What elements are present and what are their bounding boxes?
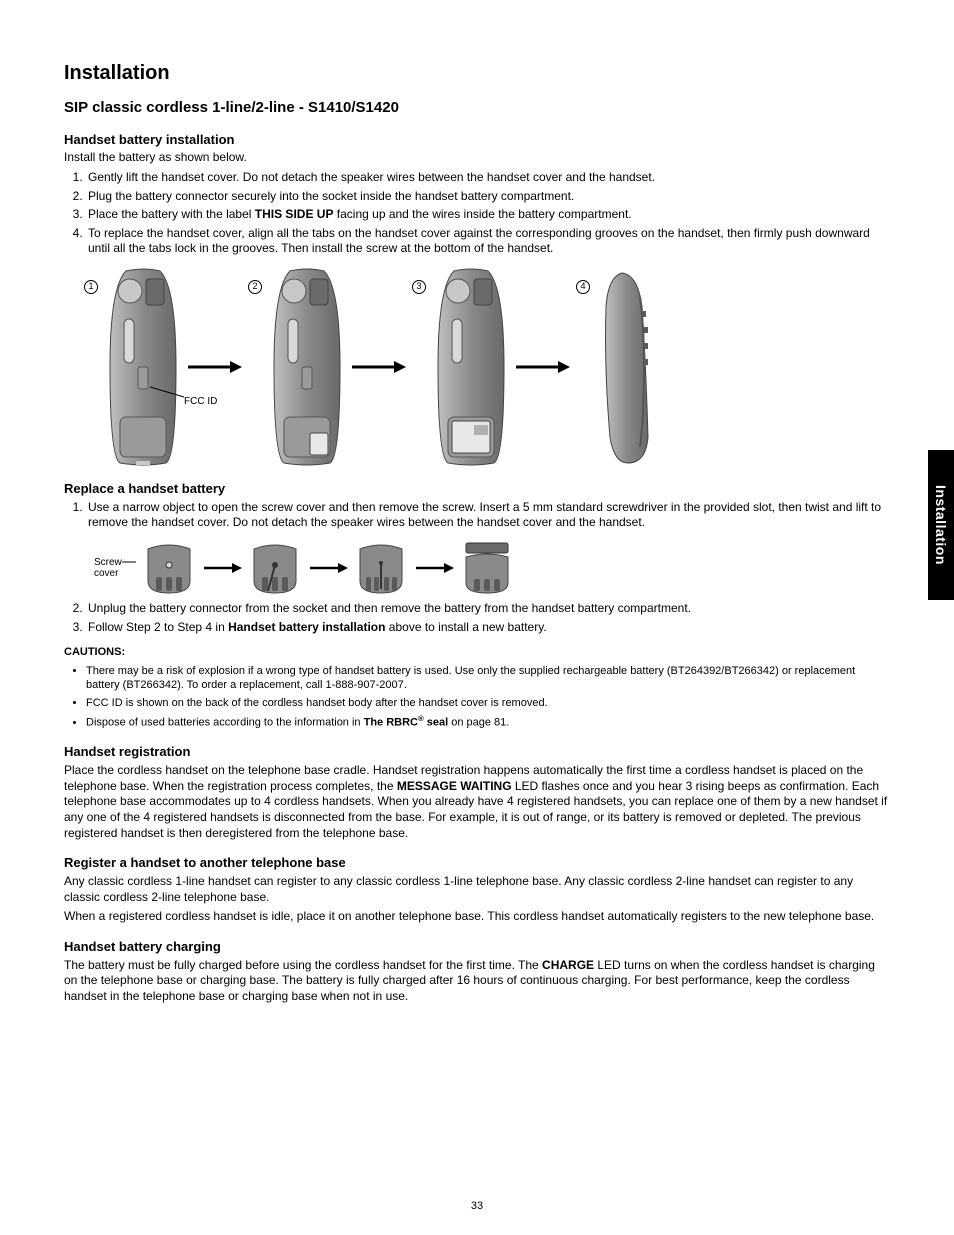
handset-diagram	[434, 267, 508, 467]
subtitle: SIP classic cordless 1-line/2-line - S14…	[64, 98, 890, 118]
step-badge: 3	[412, 280, 426, 294]
list-item: FCC ID is shown on the back of the cordl…	[86, 696, 890, 710]
body-text: When a registered cordless handset is id…	[64, 909, 890, 925]
arrow-icon	[308, 562, 348, 574]
list-item: Plug the battery connector securely into…	[86, 189, 890, 205]
heading-register-other: Register a handset to another telephone …	[64, 855, 890, 872]
heading-registration: Handset registration	[64, 744, 890, 761]
replace-steps-part1: Use a narrow object to open the screw co…	[64, 500, 890, 531]
bold-text: CHARGE	[542, 958, 594, 972]
arrow-icon	[350, 359, 406, 375]
cautions-list: There may be a risk of explosion if a wr…	[64, 664, 890, 731]
arrow-icon	[202, 562, 242, 574]
page-title: Installation	[64, 60, 890, 86]
battery-install-steps: Gently lift the handset cover. Do not de…	[64, 170, 890, 257]
list-item: There may be a risk of explosion if a wr…	[86, 664, 890, 693]
intro-text: Install the battery as shown below.	[64, 150, 890, 166]
page-number: 33	[0, 1199, 954, 1213]
section-tab: Installation	[928, 450, 954, 600]
body-text: Any classic cordless 1-line handset can …	[64, 874, 890, 905]
list-item: Follow Step 2 to Step 4 in Handset batte…	[86, 620, 890, 636]
handset-bottom-diagram	[142, 541, 196, 595]
arrow-icon	[514, 359, 570, 375]
bold-text: MESSAGE WAITING	[397, 779, 512, 793]
heading-replace-battery: Replace a handset battery	[64, 481, 890, 498]
handset-diagram: FCC ID	[106, 267, 180, 467]
list-item: Gently lift the handset cover. Do not de…	[86, 170, 890, 186]
figure-battery-install: 1 FCC ID 2 3	[84, 267, 890, 467]
arrow-icon	[186, 359, 242, 375]
list-item: Use a narrow object to open the screw co…	[86, 500, 890, 531]
handset-bottom-diagram	[460, 541, 514, 595]
heading-charging: Handset battery charging	[64, 939, 890, 956]
heading-battery-install: Handset battery installation	[64, 132, 890, 149]
step-badge: 2	[248, 280, 262, 294]
cautions-label: CAUTIONS:	[64, 645, 890, 659]
list-item: Unplug the battery connector from the so…	[86, 601, 890, 617]
handset-bottom-diagram	[354, 541, 408, 595]
bold-text: THIS SIDE UP	[255, 207, 334, 221]
handset-bottom-diagram	[248, 541, 302, 595]
replace-steps-part2: Unplug the battery connector from the so…	[64, 601, 890, 635]
list-item: Dispose of used batteries according to t…	[86, 714, 890, 730]
list-item: Place the battery with the label THIS SI…	[86, 207, 890, 223]
arrow-icon	[414, 562, 454, 574]
body-text: Place the cordless handset on the teleph…	[64, 763, 890, 841]
step-badge: 4	[576, 280, 590, 294]
body-text: The battery must be fully charged before…	[64, 958, 890, 1005]
screw-cover-label: Screw cover	[94, 557, 136, 579]
bold-text: Handset battery installation	[228, 620, 385, 634]
list-item: To replace the handset cover, align all …	[86, 226, 890, 257]
handset-diagram	[270, 267, 344, 467]
figure-screw-cover: Screw cover	[94, 541, 890, 595]
step-badge: 1	[84, 280, 98, 294]
handset-diagram	[598, 267, 658, 467]
